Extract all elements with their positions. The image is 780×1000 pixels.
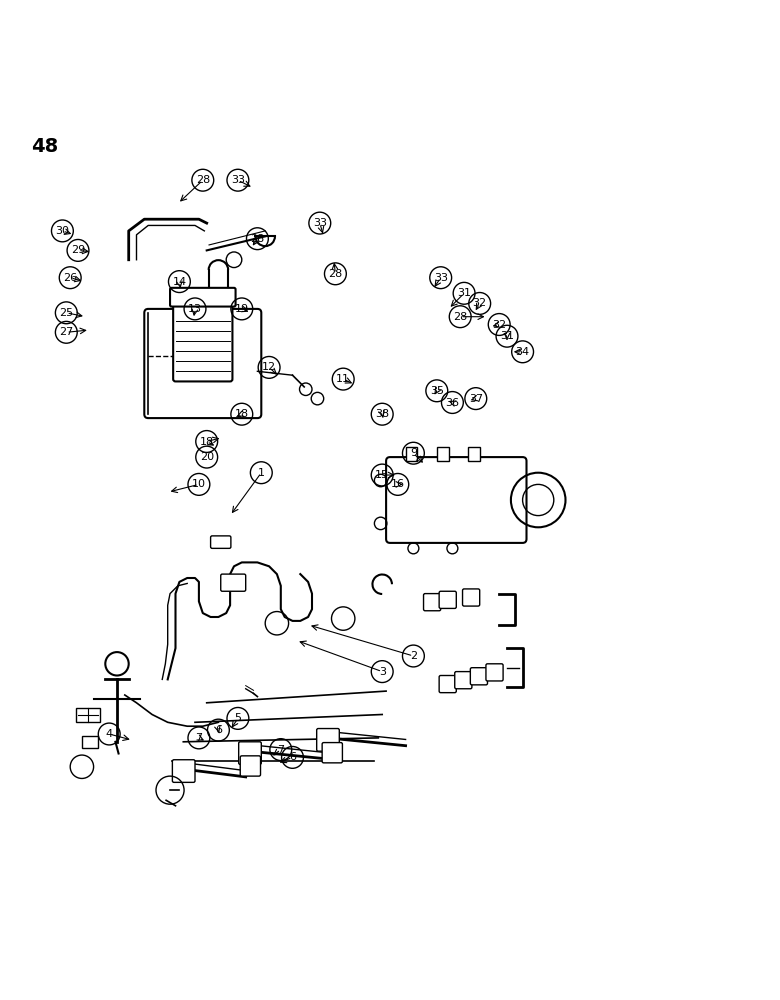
Text: 18: 18 xyxy=(200,437,214,447)
Text: 32: 32 xyxy=(473,298,487,308)
Text: 3: 3 xyxy=(379,667,385,677)
Text: 14: 14 xyxy=(172,277,186,287)
Text: 34: 34 xyxy=(516,347,530,357)
FancyBboxPatch shape xyxy=(317,729,339,751)
Text: 25: 25 xyxy=(59,308,73,318)
FancyBboxPatch shape xyxy=(424,594,441,611)
Text: 7: 7 xyxy=(195,733,203,743)
Text: 30: 30 xyxy=(55,226,69,236)
Text: 19: 19 xyxy=(235,304,249,314)
FancyBboxPatch shape xyxy=(486,664,503,681)
Text: 38: 38 xyxy=(375,409,389,419)
Text: 48: 48 xyxy=(31,137,58,156)
Text: 15: 15 xyxy=(375,470,389,480)
FancyBboxPatch shape xyxy=(439,676,456,693)
Text: 7: 7 xyxy=(277,745,285,755)
FancyBboxPatch shape xyxy=(170,288,236,307)
FancyBboxPatch shape xyxy=(173,303,232,381)
Text: 35: 35 xyxy=(430,386,444,396)
Text: 5: 5 xyxy=(235,713,241,723)
Text: 37: 37 xyxy=(469,394,483,404)
Text: 1: 1 xyxy=(258,468,264,478)
Text: 6: 6 xyxy=(289,752,296,762)
Bar xyxy=(76,708,100,722)
FancyBboxPatch shape xyxy=(470,668,488,685)
Bar xyxy=(437,447,448,461)
Text: 36: 36 xyxy=(445,397,459,408)
Text: 13: 13 xyxy=(188,304,202,314)
Bar xyxy=(468,447,480,461)
FancyBboxPatch shape xyxy=(144,309,261,418)
Text: 28: 28 xyxy=(328,269,342,279)
FancyBboxPatch shape xyxy=(322,743,342,763)
FancyBboxPatch shape xyxy=(211,536,231,548)
Text: 11: 11 xyxy=(336,374,350,384)
Text: 26: 26 xyxy=(63,273,77,283)
Text: 31: 31 xyxy=(457,288,471,298)
Bar xyxy=(82,736,98,748)
Text: 16: 16 xyxy=(391,479,405,489)
FancyBboxPatch shape xyxy=(386,457,526,543)
Text: 2: 2 xyxy=(410,651,417,661)
Text: 18: 18 xyxy=(235,409,249,419)
FancyBboxPatch shape xyxy=(239,742,261,764)
Text: 6: 6 xyxy=(215,725,222,735)
FancyBboxPatch shape xyxy=(240,756,261,776)
FancyBboxPatch shape xyxy=(221,574,246,591)
FancyBboxPatch shape xyxy=(463,589,480,606)
FancyBboxPatch shape xyxy=(455,672,472,689)
Text: 27: 27 xyxy=(59,327,73,337)
Text: 33: 33 xyxy=(434,273,448,283)
Text: 4: 4 xyxy=(105,729,113,739)
Text: 31: 31 xyxy=(500,331,514,341)
Text: 28: 28 xyxy=(196,175,210,185)
Bar xyxy=(406,447,417,461)
Text: 28: 28 xyxy=(250,234,264,244)
FancyBboxPatch shape xyxy=(439,591,456,608)
Text: 33: 33 xyxy=(231,175,245,185)
Text: 10: 10 xyxy=(192,479,206,489)
Text: 28: 28 xyxy=(453,312,467,322)
Text: 33: 33 xyxy=(313,218,327,228)
Text: 20: 20 xyxy=(200,452,214,462)
Text: 29: 29 xyxy=(71,245,85,255)
Text: 9: 9 xyxy=(410,448,417,458)
Text: 12: 12 xyxy=(262,362,276,372)
Text: 32: 32 xyxy=(492,320,506,330)
FancyBboxPatch shape xyxy=(172,760,195,782)
